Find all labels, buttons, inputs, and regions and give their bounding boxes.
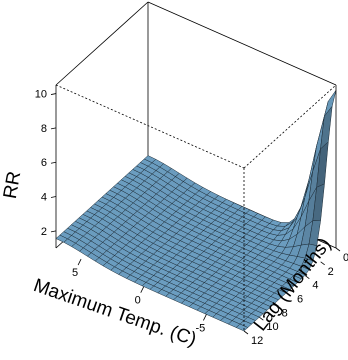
y-tick-mark: [259, 316, 264, 321]
box-edge: [55, 1, 149, 86]
x-tick-mark: [77, 258, 82, 266]
z-axis-label: RR: [0, 170, 25, 201]
box-edge: [147, 1, 337, 86]
y-tick-label: 2: [328, 266, 334, 278]
y-tick-label: 6: [297, 294, 303, 306]
y-tick-label: 4: [312, 280, 318, 292]
x-tick-label: -5: [196, 322, 206, 334]
x-tick-label: 5: [72, 267, 78, 279]
y-tick-mark: [289, 289, 295, 293]
front-box-lines: [55, 84, 337, 331]
box-edge-dashed: [55, 84, 245, 169]
z-tick-label: 6: [41, 157, 47, 169]
z-tick-mark: [50, 161, 57, 164]
z-tick-mark: [50, 196, 57, 198]
x-tick-label: 0: [135, 295, 141, 307]
surface-facet: [235, 323, 249, 332]
z-tick-label: 2: [41, 226, 47, 238]
z-tick-mark: [50, 93, 57, 95]
y-tick-mark: [305, 275, 310, 279]
x-tick-mark: [140, 286, 145, 293]
y-tick-mark: [320, 261, 325, 266]
risk-surface: [55, 90, 337, 332]
z-tick-label: 4: [41, 192, 47, 204]
y-tick-mark: [243, 330, 249, 335]
y-tick-mark: [335, 247, 341, 252]
y-tick-label: 8: [282, 307, 288, 319]
z-tick-mark: [50, 230, 57, 233]
y-tick-label: 0: [343, 252, 348, 264]
box-edge-dashed: [243, 84, 337, 169]
z-tick-mark: [50, 127, 57, 130]
y-tick-label: 12: [251, 335, 263, 347]
z-tick-label: 8: [41, 123, 47, 135]
x-tick-mark: [203, 314, 207, 321]
z-tick-label: 10: [35, 89, 47, 101]
y-tick-label: 10: [266, 321, 278, 333]
y-tick-mark: [274, 303, 279, 307]
